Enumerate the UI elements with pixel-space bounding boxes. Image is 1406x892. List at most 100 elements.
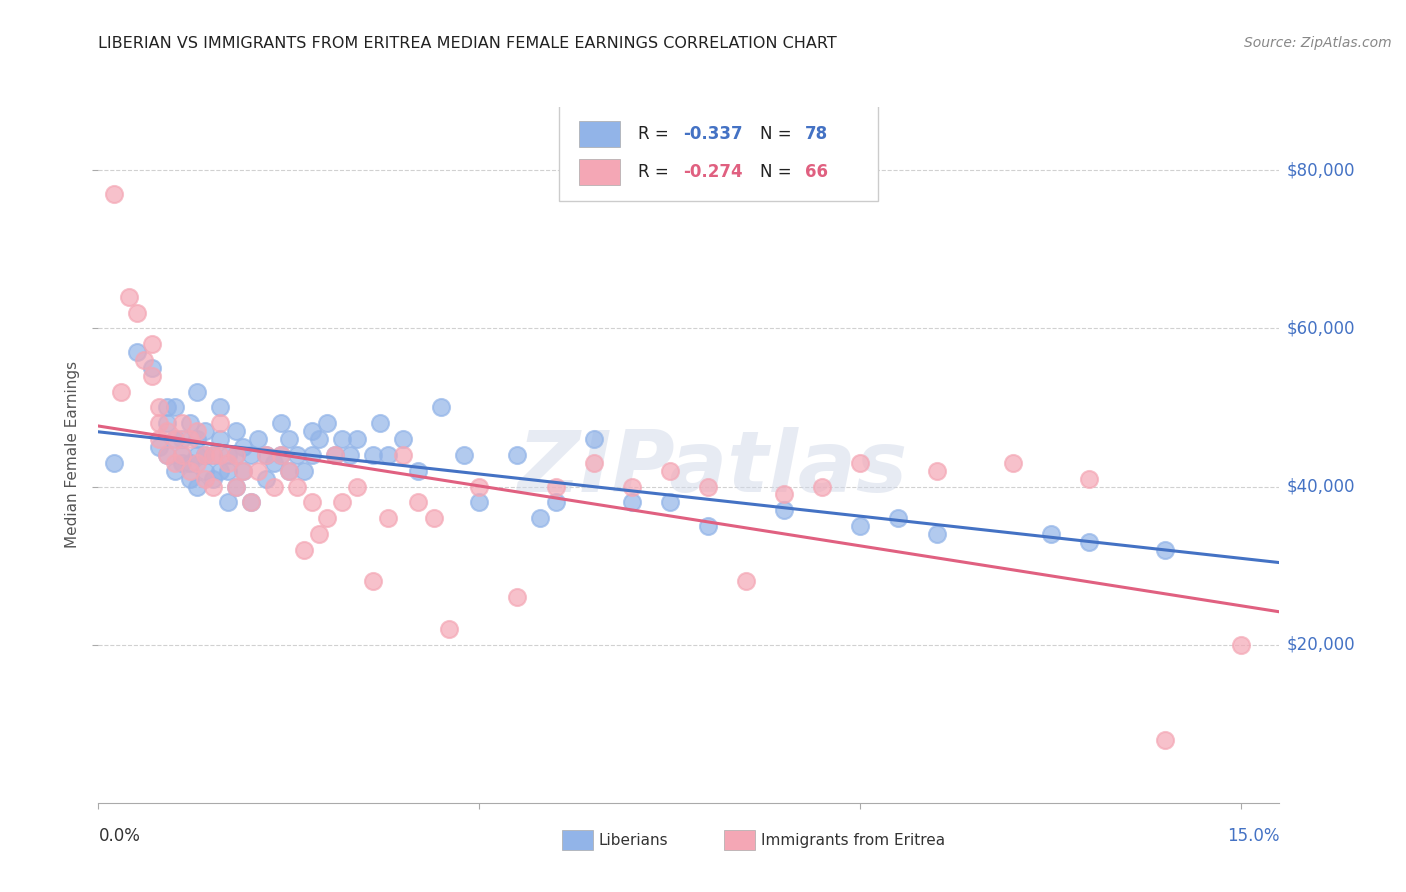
Point [773,487,796,501]
Point [217,448,239,462]
Point [186,456,208,470]
Point [118,290,141,304]
Point [270,448,292,462]
Point [148,401,170,415]
Point [172,432,194,446]
Point [582,456,605,470]
Point [270,417,292,431]
Point [339,448,361,462]
Point [392,448,415,462]
Point [179,432,201,446]
Point [544,479,567,493]
Text: $80,000: $80,000 [1286,161,1355,179]
Point [263,456,285,470]
Point [141,337,163,351]
Point [209,401,232,415]
Point [201,479,224,493]
Point [330,495,353,509]
Text: N =: N = [759,125,797,144]
Point [1078,535,1101,549]
Text: $60,000: $60,000 [1286,319,1355,337]
Point [201,472,224,486]
Text: Source: ZipAtlas.com: Source: ZipAtlas.com [1244,36,1392,50]
Point [141,361,163,376]
Point [292,464,315,478]
Point [301,448,323,462]
Point [620,495,643,509]
Point [194,424,217,438]
Point [697,519,720,533]
Point [163,401,186,415]
Point [148,432,170,446]
Point [254,472,277,486]
Point [225,448,247,462]
Point [811,479,834,493]
Text: N =: N = [759,162,797,181]
Text: 78: 78 [804,125,828,144]
Point [361,574,384,589]
Point [179,456,201,470]
Point [346,479,368,493]
Point [141,368,163,383]
Point [148,440,170,454]
Point [277,432,299,446]
Point [232,464,254,478]
Point [156,401,179,415]
Point [186,448,208,462]
Point [225,479,247,493]
Point [172,456,194,470]
Point [125,345,148,359]
Point [468,479,491,493]
Point [1078,472,1101,486]
Text: Immigrants from Eritrea: Immigrants from Eritrea [761,833,945,847]
Point [254,448,277,462]
Point [735,574,758,589]
Text: 15.0%: 15.0% [1227,827,1279,845]
Point [277,464,299,478]
Point [254,448,277,462]
Point [529,511,551,525]
Point [773,503,796,517]
Text: Liberians: Liberians [599,833,669,847]
Point [316,417,339,431]
Point [1039,527,1062,541]
Point [308,527,330,541]
Point [468,495,491,509]
Point [392,432,415,446]
Point [194,472,217,486]
Point [194,448,217,462]
Text: -0.337: -0.337 [683,125,742,144]
Point [247,432,270,446]
Point [849,456,872,470]
Point [544,495,567,509]
Point [156,417,179,431]
Point [148,417,170,431]
Point [239,495,262,509]
Point [925,527,948,541]
Point [239,448,262,462]
FancyBboxPatch shape [560,103,877,201]
Point [186,432,208,446]
Point [179,472,201,486]
Point [134,353,156,368]
FancyBboxPatch shape [579,121,620,147]
Text: $40,000: $40,000 [1286,477,1355,496]
Point [225,424,247,438]
Text: R =: R = [638,125,673,144]
Point [1154,542,1177,557]
Point [370,417,392,431]
Point [316,511,339,525]
Y-axis label: Median Female Earnings: Median Female Earnings [65,361,80,549]
Point [201,448,224,462]
Point [277,464,299,478]
Point [232,464,254,478]
Point [172,417,194,431]
Point [849,519,872,533]
Point [179,417,201,431]
Point [209,432,232,446]
Point [194,464,217,478]
Point [163,456,186,470]
Point [125,305,148,319]
Point [301,424,323,438]
Point [1154,732,1177,747]
